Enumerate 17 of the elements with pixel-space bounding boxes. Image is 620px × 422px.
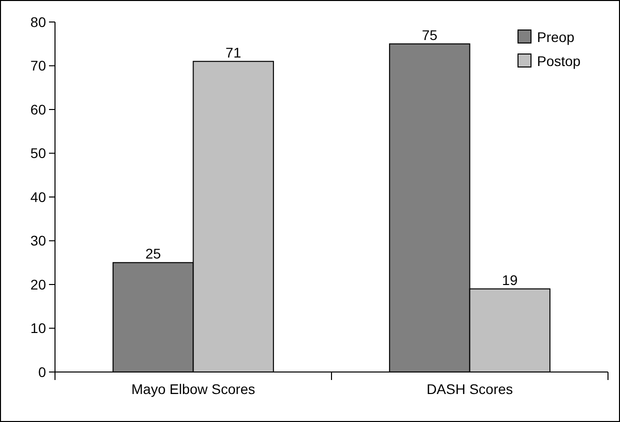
legend-label: Preop <box>537 28 575 45</box>
x-tick-label: Mayo Elbow Scores <box>131 381 256 397</box>
y-tick-label: 50 <box>30 145 46 162</box>
data-label: 71 <box>226 44 242 60</box>
legend-label: Postop <box>537 52 581 69</box>
y-tick-label: 10 <box>30 320 46 336</box>
data-label: 25 <box>145 246 162 262</box>
y-tick-label: 20 <box>30 276 46 292</box>
y-tick-label: 0 <box>38 364 46 380</box>
y-tick-label: 70 <box>30 58 46 74</box>
y-tick-label: 40 <box>30 188 46 205</box>
y-tick-label: 30 <box>30 232 46 249</box>
x-tick-label: DASH Scores <box>426 381 513 397</box>
y-tick-label: 80 <box>30 14 46 30</box>
data-label: 75 <box>422 26 438 43</box>
y-tick-label: 60 <box>30 101 46 118</box>
data-label: 19 <box>502 272 518 288</box>
